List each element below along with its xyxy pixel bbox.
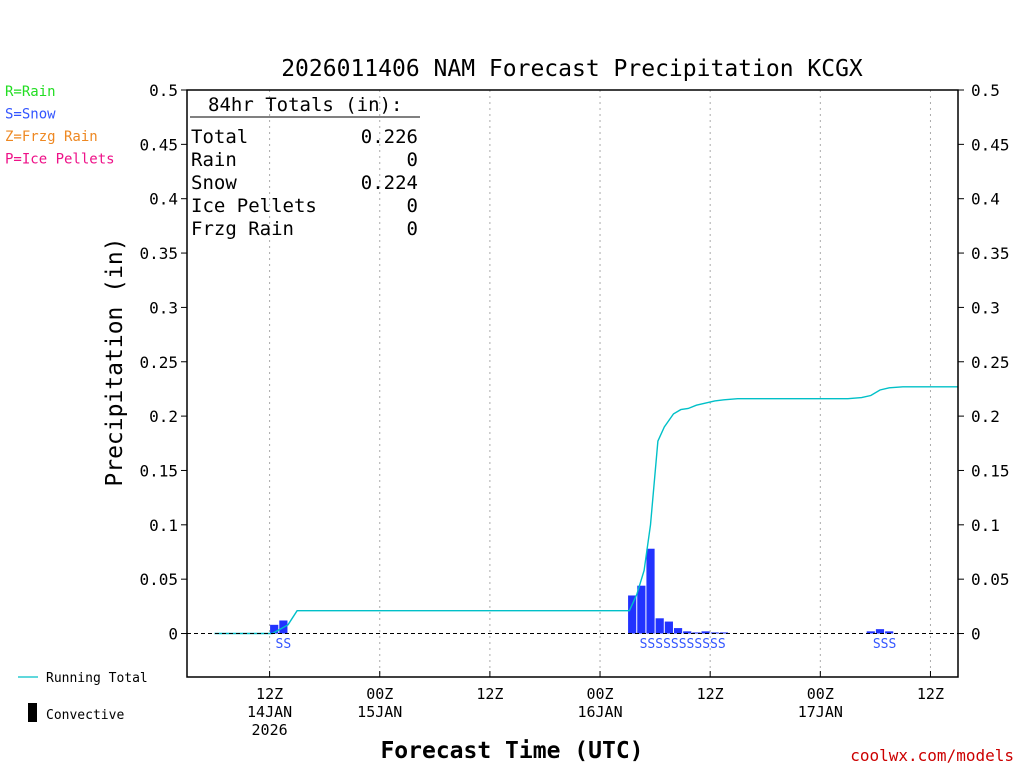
x-tick-label: 12Z [256,685,283,703]
y-tick-label-right: 0.3 [971,298,1000,317]
convective-legend-label: Convective [46,708,124,723]
x-tick-label: 00Z [807,685,834,703]
y-tick-label-right: 0.2 [971,407,1000,426]
precip-bar [628,595,637,634]
totals-label: Ice Pellets [191,195,317,217]
totals-label: Snow [191,172,237,194]
running-total-series [214,386,958,635]
precip-type-legend: R=Rain S=Snow Z=Frzg Rain P=Ice Pellets [5,84,115,168]
x-tick-label: 15JAN [357,703,402,721]
x-tick-label: 14JAN [247,703,292,721]
x-tick-label: 00Z [586,685,613,703]
running-total-legend-label: Running Total [46,671,148,686]
y-tick-label-right: 0.45 [971,135,1010,154]
series-legend: Running Total Convective [18,671,148,723]
y-tick-label: 0 [168,625,178,644]
precip-bar [710,632,719,634]
y-tick-label-right: 0.1 [971,516,1000,535]
y-tick-label: 0.5 [149,81,178,100]
precip-type-legend-item: R=Rain [5,84,56,100]
x-tick-label: 12Z [697,685,724,703]
totals-value: 0 [407,195,418,217]
precip-bar [692,632,701,634]
y-tick-label: 0.1 [149,516,178,535]
precip-type-marker: SSSSSSSSSSS [640,637,726,652]
precip-bar [701,631,710,634]
precip-bar [664,621,673,634]
precip-type-marker: SS [276,637,292,652]
y-tick-label: 0.45 [139,135,178,154]
y-tick-label-right: 0.4 [971,190,1000,209]
grid-lines [269,90,931,677]
totals-value: 0 [407,149,418,171]
totals-value: 0.224 [361,172,418,194]
y-tick-label: 0.4 [149,190,178,209]
precip-bar [683,631,692,634]
precip-type-legend-item: S=Snow [5,107,56,123]
y-axis-label: Precipitation (in) [102,237,128,486]
right-y-axis: 0 0.05 0.1 0.15 0.2 0.25 0.3 0.35 0.4 0.45 0.5 [958,81,1010,644]
y-tick-label-right: 0.35 [971,244,1010,263]
precip-bar [875,629,885,634]
x-tick-label: 00Z [366,685,393,703]
y-tick-label: 0.35 [139,244,178,263]
running-total-line [214,386,958,635]
y-tick-label: 0.05 [139,570,178,589]
totals-label: Rain [191,149,237,171]
precip-type-markers: SS SSSSSSSSSSS SSS [276,637,897,652]
totals-header: 84hr Totals (in): [208,94,402,116]
totals-value: 0 [407,218,418,240]
precip-type-legend-item: Z=Frzg Rain [5,129,98,145]
precip-bar [270,624,279,634]
left-y-axis: 0 0.05 0.1 0.15 0.2 0.25 0.3 0.35 0.4 0.45 0.5 [139,81,187,644]
chart-title: 2026011406 NAM Forecast Precipitation KC… [281,56,863,82]
y-tick-label: 0.25 [139,353,178,372]
precip-type-marker: SSS [873,637,896,652]
convective-legend-swatch [28,703,37,722]
y-tick-label-right: 0.15 [971,461,1010,480]
totals-label: Frzg Rain [191,218,294,240]
precip-bar [673,628,683,634]
x-tick-label: 12Z [917,685,944,703]
y-tick-label: 0.15 [139,461,178,480]
precip-bar [885,631,894,634]
x-tick-label: 2026 [252,721,288,739]
y-tick-label-right: 0.05 [971,570,1010,589]
x-tick-label: 17JAN [798,703,843,721]
y-tick-label-right: 0.25 [971,353,1010,372]
y-tick-label: 0.2 [149,407,178,426]
totals-label: Total [191,126,248,148]
plot-frame [186,89,959,678]
totals-value: 0.226 [361,126,418,148]
credit-text: coolwx.com/models [850,746,1014,765]
precip-bar [646,548,655,634]
y-tick-label-right: 0.5 [971,81,1000,100]
x-tick-label: 16JAN [577,703,622,721]
y-tick-label-right: 0 [971,625,981,644]
totals-box: 84hr Totals (in): Total 0.226 Rain 0 Snow 0.2… [190,94,420,240]
precip-bar [719,632,729,634]
precip-bar [655,618,664,634]
precip-type-legend-item: P=Ice Pellets [5,152,115,168]
precip-bars [270,548,894,634]
y-tick-label: 0.3 [149,298,178,317]
x-axis-label: Forecast Time (UTC) [380,738,643,764]
x-tick-label: 12Z [476,685,503,703]
precip-bar [866,631,875,634]
precip-bar [637,585,646,634]
